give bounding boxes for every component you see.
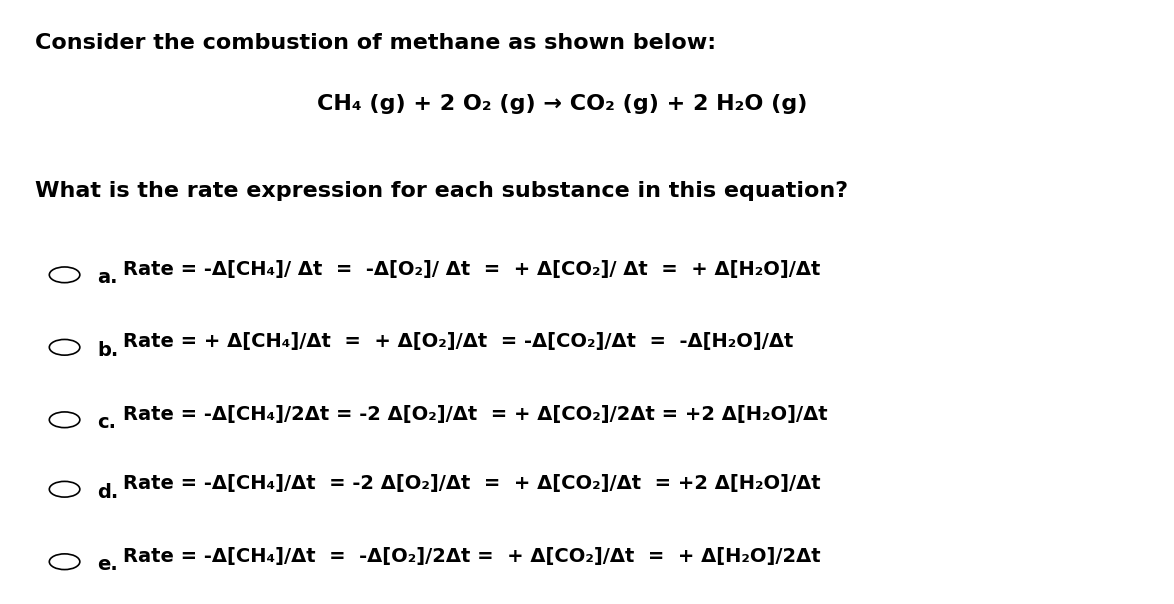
Text: Rate = -Δ[CH₄]/2Δt = -2 Δ[O₂]/Δt  = + Δ[CO₂]/2Δt = +2 Δ[H₂O]/Δt: Rate = -Δ[CH₄]/2Δt = -2 Δ[O₂]/Δt = + Δ[C… xyxy=(123,405,828,423)
Text: CH₄ (g) + 2 O₂ (g) → CO₂ (g) + 2 H₂O (g): CH₄ (g) + 2 O₂ (g) → CO₂ (g) + 2 H₂O (g) xyxy=(317,94,808,114)
Text: e.: e. xyxy=(97,555,119,574)
Text: c.: c. xyxy=(97,413,116,432)
Text: Rate = + Δ[CH₄]/Δt  =  + Δ[O₂]/Δt  = -Δ[CO₂]/Δt  =  -Δ[H₂O]/Δt: Rate = + Δ[CH₄]/Δt = + Δ[O₂]/Δt = -Δ[CO₂… xyxy=(123,332,794,351)
Text: a.: a. xyxy=(97,268,117,288)
Text: What is the rate expression for each substance in this equation?: What is the rate expression for each sub… xyxy=(35,181,849,201)
Text: Rate = -Δ[CH₄]/Δt  =  -Δ[O₂]/2Δt =  + Δ[CO₂]/Δt  =  + Δ[H₂O]/2Δt: Rate = -Δ[CH₄]/Δt = -Δ[O₂]/2Δt = + Δ[CO₂… xyxy=(123,547,821,565)
Text: d.: d. xyxy=(97,483,119,502)
Text: Consider the combustion of methane as shown below:: Consider the combustion of methane as sh… xyxy=(35,33,716,53)
Text: Rate = -Δ[CH₄]/Δt  = -2 Δ[O₂]/Δt  =  + Δ[CO₂]/Δt  = +2 Δ[H₂O]/Δt: Rate = -Δ[CH₄]/Δt = -2 Δ[O₂]/Δt = + Δ[CO… xyxy=(123,474,821,493)
Text: Rate = -Δ[CH₄]/ Δt  =  -Δ[O₂]/ Δt  =  + Δ[CO₂]/ Δt  =  + Δ[H₂O]/Δt: Rate = -Δ[CH₄]/ Δt = -Δ[O₂]/ Δt = + Δ[CO… xyxy=(123,260,821,278)
Text: b.: b. xyxy=(97,341,119,360)
